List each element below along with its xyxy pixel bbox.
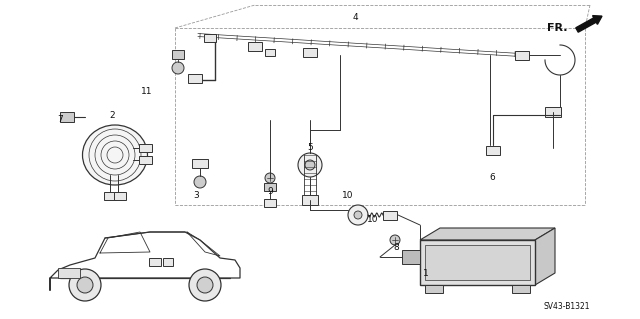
Circle shape [77,277,93,293]
Text: 10: 10 [367,216,379,225]
Bar [425,245,530,280]
Polygon shape [535,228,555,285]
Bar [512,285,530,293]
Polygon shape [420,228,555,240]
Ellipse shape [83,125,147,185]
Circle shape [197,277,213,293]
Bar [545,107,561,117]
Bar [188,73,202,83]
Bar [58,268,80,278]
Bar [486,145,500,154]
Text: 5: 5 [307,144,313,152]
Text: 6: 6 [489,174,495,182]
Bar [192,159,208,167]
Circle shape [348,205,368,225]
Text: 4: 4 [352,13,358,23]
Text: 2: 2 [109,112,115,121]
Bar [402,250,420,264]
Text: 11: 11 [141,87,153,97]
Text: 10: 10 [342,191,354,201]
Text: FR.: FR. [547,23,567,33]
Bar [172,50,184,59]
Circle shape [298,153,322,177]
Bar [302,195,318,205]
Circle shape [194,176,206,188]
Text: 7: 7 [57,115,63,124]
Bar [303,48,317,56]
Circle shape [189,269,221,301]
Text: SV43-B1321: SV43-B1321 [543,302,590,311]
Circle shape [69,269,101,301]
FancyArrow shape [576,16,602,32]
Circle shape [354,211,362,219]
Bar [60,112,74,122]
Text: 1: 1 [423,270,429,278]
Bar [114,192,126,200]
Bar [163,258,173,266]
Bar [515,50,529,60]
Text: 8: 8 [393,242,399,251]
Bar [138,144,152,152]
Bar [104,192,116,200]
Circle shape [390,235,400,245]
Bar [383,211,397,219]
Bar [264,183,276,191]
Bar [248,41,262,50]
Circle shape [172,62,184,74]
Bar [138,156,152,164]
Bar [265,48,275,56]
Bar [420,240,535,285]
Bar [149,258,161,266]
Bar [264,199,276,207]
Text: 9: 9 [267,188,273,197]
Circle shape [305,160,315,170]
Bar [204,34,216,42]
Bar [425,285,443,293]
Text: 3: 3 [193,191,199,201]
Circle shape [265,173,275,183]
